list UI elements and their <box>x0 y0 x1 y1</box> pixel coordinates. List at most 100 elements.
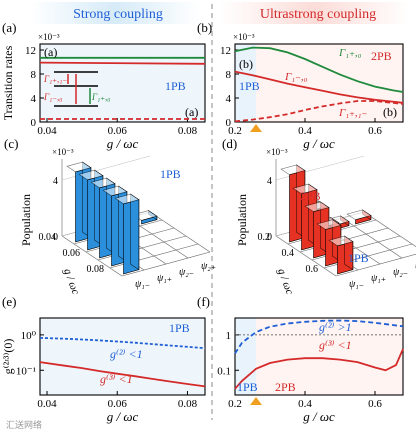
region-label-2pb: 2PB <box>300 189 321 203</box>
y-tick-label: 0 <box>226 117 232 129</box>
x-tick-label: 0.4 <box>298 398 312 410</box>
bar-top-face <box>346 209 372 221</box>
inset-label-gamma-1m0: Γ₁₋,₀ <box>43 92 62 102</box>
x-axis-label: g / ωc <box>107 136 139 151</box>
x-axis-label: g / ωc <box>303 136 335 151</box>
z-tick-label: 0 <box>267 232 272 243</box>
curve-label-gamma-1m0: Γ₁₋,₀ <box>284 71 308 83</box>
curve-label-g3: g⁽³⁾ <1 <box>319 338 352 352</box>
bar-top-face <box>280 164 306 176</box>
y-tick-label: 1 <box>226 330 232 342</box>
y-tick-label: 4 <box>31 93 37 105</box>
region-label-1pb: 1PB <box>348 251 369 265</box>
floor-grid-line <box>275 235 337 277</box>
z-exponent: ×10⁻³ <box>266 147 288 157</box>
panel-label: (a) <box>2 20 16 35</box>
bar-top-face <box>328 235 354 247</box>
bar-top-face <box>304 201 330 213</box>
floor-grid-line <box>61 235 123 277</box>
panel-frame-b <box>234 43 404 123</box>
inset-label-gamma-1p1m: Γ₁₊,₁₋ <box>43 74 67 84</box>
inner-label-bottom: (b) <box>383 105 397 119</box>
panel-frame-f <box>234 317 404 396</box>
g-tick-label: 0.4 <box>282 248 295 259</box>
bar-top-face <box>78 169 104 181</box>
region-label-1pb: 1PB <box>169 321 190 335</box>
bar-top-face <box>316 219 342 230</box>
y-tick-label: 12 <box>25 45 36 57</box>
boundary-marker <box>250 124 262 132</box>
series-line-0 <box>234 319 404 354</box>
x-tick-label: 0.04 <box>37 398 57 410</box>
panel-label: (b) <box>197 20 212 35</box>
x-axis-label: g / ωc <box>303 409 335 424</box>
floor-grid-line <box>335 253 416 277</box>
panel-label: (c) <box>4 136 18 151</box>
state-label: ψ₁₋ <box>135 279 150 290</box>
bar-top-face <box>90 177 116 189</box>
header-strong-coupling: Strong coupling <box>73 7 163 22</box>
z-tick-label: 4 <box>53 176 58 187</box>
region-label-1pb: 1PB <box>160 167 181 181</box>
region-label-1pb: 1PB <box>239 79 260 93</box>
state-label: ψ₁₋ <box>349 279 364 290</box>
bar-top-face <box>292 183 318 195</box>
floor-grid-line <box>149 211 211 253</box>
x-tick-label: 0.08 <box>178 398 198 410</box>
bar-top-face <box>102 185 128 197</box>
g-tick-label: 0.08 <box>87 264 105 275</box>
z-tick-label: 0 <box>53 232 58 243</box>
region-label-2pb: 2PB <box>275 380 296 394</box>
g-axis-label: g / ωc <box>275 267 295 296</box>
y-tick-label: 10⁻¹ <box>16 365 36 377</box>
region-shade-1pb <box>235 318 256 395</box>
y-axis-label: g⁽²ʴ³⁾(0) <box>1 339 15 375</box>
x-tick-label: 0.08 <box>178 125 198 137</box>
x-tick-label: 0.2 <box>228 398 242 410</box>
x-tick-label: 0.06 <box>108 398 128 410</box>
region-shade-1pb <box>235 44 256 122</box>
x-tick-label: 0.2 <box>228 125 242 137</box>
inner-label-top: (b) <box>239 57 253 71</box>
region-label-1pb: 1PB <box>237 380 258 394</box>
series-line-1 <box>39 61 206 65</box>
floor-grid-line <box>121 251 211 277</box>
series-line-0 <box>39 337 206 350</box>
y-tick-label: 8 <box>226 69 232 81</box>
g-tick-label: 0.04 <box>39 232 57 243</box>
z-axis-label: Population <box>19 194 33 246</box>
inner-label-top: (a) <box>44 45 57 59</box>
g-axis-label: g / ωc <box>61 267 81 296</box>
z-axis-label: Population <box>235 194 249 246</box>
z-tick-label: 4 <box>267 176 272 187</box>
y-tick-label: 0 <box>31 117 37 129</box>
y-axis-label: Transition rates <box>1 45 15 120</box>
panel-label: (d) <box>222 136 237 151</box>
header-ultrastrong-coupling: Ultrastrong coupling <box>260 7 376 22</box>
x-tick-label: 0.4 <box>298 125 312 137</box>
state-label: ψ₁₊ <box>157 273 172 284</box>
state-label: ψ₁₊ <box>371 273 386 284</box>
x-axis-label: g / ωc <box>107 409 139 424</box>
floor-grid-line <box>341 217 403 259</box>
x-tick-label: 0.6 <box>368 125 382 137</box>
z-exponent: ×10⁻³ <box>52 147 74 157</box>
curve-label-g3: g⁽³⁾ <1 <box>100 372 133 386</box>
series-line-1 <box>234 348 404 390</box>
inset-label-gamma-1p0: Γ₁₊,₀ <box>91 92 110 102</box>
series-line-1 <box>234 70 404 104</box>
region-label-1pb: 1PB <box>165 79 186 93</box>
bar-top-face <box>114 193 140 205</box>
panel-label: (f) <box>197 294 210 309</box>
region-label-2pb: 2PB <box>371 49 392 63</box>
bar-top-face <box>66 161 92 173</box>
boundary-marker <box>250 397 262 405</box>
x-tick-label: 0.04 <box>37 125 57 137</box>
header-band-right <box>220 2 410 24</box>
state-label: ψ₂₊ <box>201 261 216 272</box>
series-line-2 <box>234 100 404 123</box>
state-label: ψ₂₋ <box>393 267 408 278</box>
panel-label: (e) <box>2 294 16 309</box>
state-label: ψ₂₋ <box>179 267 194 278</box>
x-tick-label: 0.6 <box>368 398 382 410</box>
